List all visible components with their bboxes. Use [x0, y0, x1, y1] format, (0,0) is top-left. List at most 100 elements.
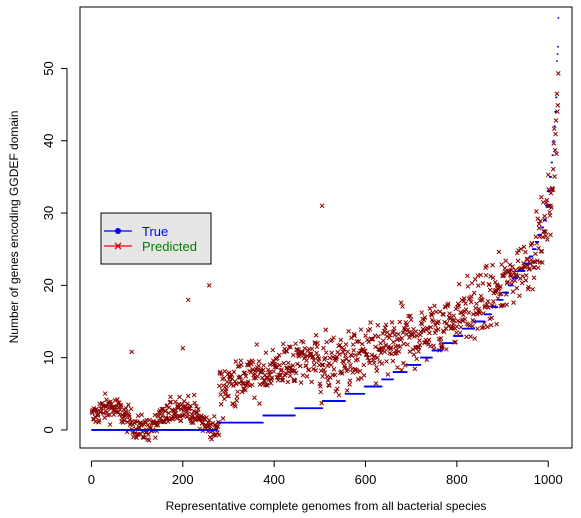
predicted-point: [352, 333, 357, 339]
predicted-point: [506, 269, 512, 275]
true-point: [548, 190, 551, 193]
predicted-point: [380, 331, 386, 336]
predicted-point: [368, 320, 373, 325]
predicted-point: [328, 362, 334, 368]
predicted-point: [300, 372, 306, 378]
predicted-point: [428, 324, 434, 330]
predicted-point: [304, 358, 309, 363]
predicted-point: [535, 265, 541, 271]
predicted-point: [191, 408, 197, 414]
predicted-point: [555, 71, 561, 76]
predicted-point: [512, 278, 518, 283]
predicted-point: [333, 388, 339, 394]
predicted-point: [453, 339, 458, 345]
predicted-point: [480, 297, 485, 303]
predicted-point: [193, 410, 199, 415]
predicted-point: [292, 378, 298, 383]
predicted-point: [347, 382, 352, 387]
predicted-point: [426, 337, 432, 343]
predicted-point: [218, 401, 224, 407]
predicted-point: [389, 351, 394, 357]
predicted-point: [357, 368, 363, 374]
predicted-point: [356, 339, 362, 344]
predicted-point: [350, 370, 356, 375]
legend-true-label: True: [142, 224, 168, 239]
predicted-point: [345, 367, 351, 372]
predicted-point: [438, 336, 444, 341]
predicted-point: [134, 435, 139, 441]
predicted-point: [435, 326, 441, 332]
predicted-point: [523, 278, 529, 283]
predicted-point: [193, 417, 198, 423]
predicted-point: [359, 341, 365, 347]
legend-true-dot-icon: [115, 228, 121, 234]
predicted-point: [490, 262, 495, 268]
legend-box: [100, 212, 212, 265]
predicted-point: [355, 357, 361, 362]
predicted-point: [342, 365, 348, 371]
predicted-point: [323, 350, 329, 355]
predicted-point: [192, 400, 198, 406]
predicted-point: [497, 284, 503, 289]
predicted-point: [372, 353, 378, 359]
predicted-point: [488, 274, 494, 279]
predicted-point: [302, 345, 308, 351]
predicted-point: [320, 374, 325, 379]
predicted-point: [551, 126, 557, 132]
predicted-point: [290, 363, 296, 368]
predicted-point: [296, 347, 302, 352]
predicted-point: [529, 241, 535, 246]
true-point: [511, 284, 514, 287]
y-tick-label: 40: [41, 134, 56, 148]
predicted-point: [362, 349, 368, 354]
predicted-point: [238, 358, 244, 364]
predicted-point: [432, 330, 438, 336]
predicted-point: [319, 203, 325, 209]
predicted-point: [399, 335, 405, 341]
predicted-point: [194, 404, 199, 409]
true-point: [556, 53, 559, 55]
predicted-point: [348, 362, 353, 368]
predicted-point: [146, 432, 151, 438]
predicted-point: [538, 249, 544, 254]
predicted-point: [528, 261, 533, 266]
predicted-point: [308, 351, 314, 357]
predicted-point: [218, 392, 224, 397]
predicted-point: [511, 300, 516, 305]
true-point: [490, 313, 493, 316]
predicted-point: [517, 293, 522, 299]
predicted-point: [536, 221, 542, 227]
predicted-series: [89, 71, 561, 443]
predicted-point: [374, 364, 379, 370]
predicted-point: [552, 174, 557, 179]
true-point: [554, 111, 557, 113]
predicted-point: [513, 267, 518, 273]
predicted-point: [466, 310, 472, 315]
predicted-point: [226, 370, 232, 375]
predicted-point: [431, 343, 436, 349]
predicted-point: [163, 415, 169, 421]
predicted-point: [263, 350, 269, 356]
predicted-point: [339, 371, 345, 376]
true-point: [528, 262, 530, 265]
predicted-point: [538, 218, 543, 224]
predicted-point: [370, 336, 376, 342]
predicted-point: [531, 275, 537, 281]
predicted-point: [347, 378, 353, 383]
predicted-point: [361, 373, 367, 378]
predicted-point: [491, 299, 496, 304]
predicted-point: [232, 404, 238, 409]
predicted-point: [225, 393, 230, 399]
predicted-point: [433, 309, 439, 315]
predicted-point: [375, 355, 380, 361]
predicted-point: [552, 147, 558, 153]
predicted-point: [497, 291, 503, 297]
predicted-point: [550, 187, 556, 192]
predicted-point: [255, 374, 261, 379]
predicted-point: [470, 311, 476, 317]
predicted-point: [391, 325, 397, 331]
predicted-point: [206, 417, 212, 423]
predicted-point: [221, 375, 227, 381]
predicted-point: [521, 244, 527, 250]
predicted-point: [523, 273, 529, 278]
